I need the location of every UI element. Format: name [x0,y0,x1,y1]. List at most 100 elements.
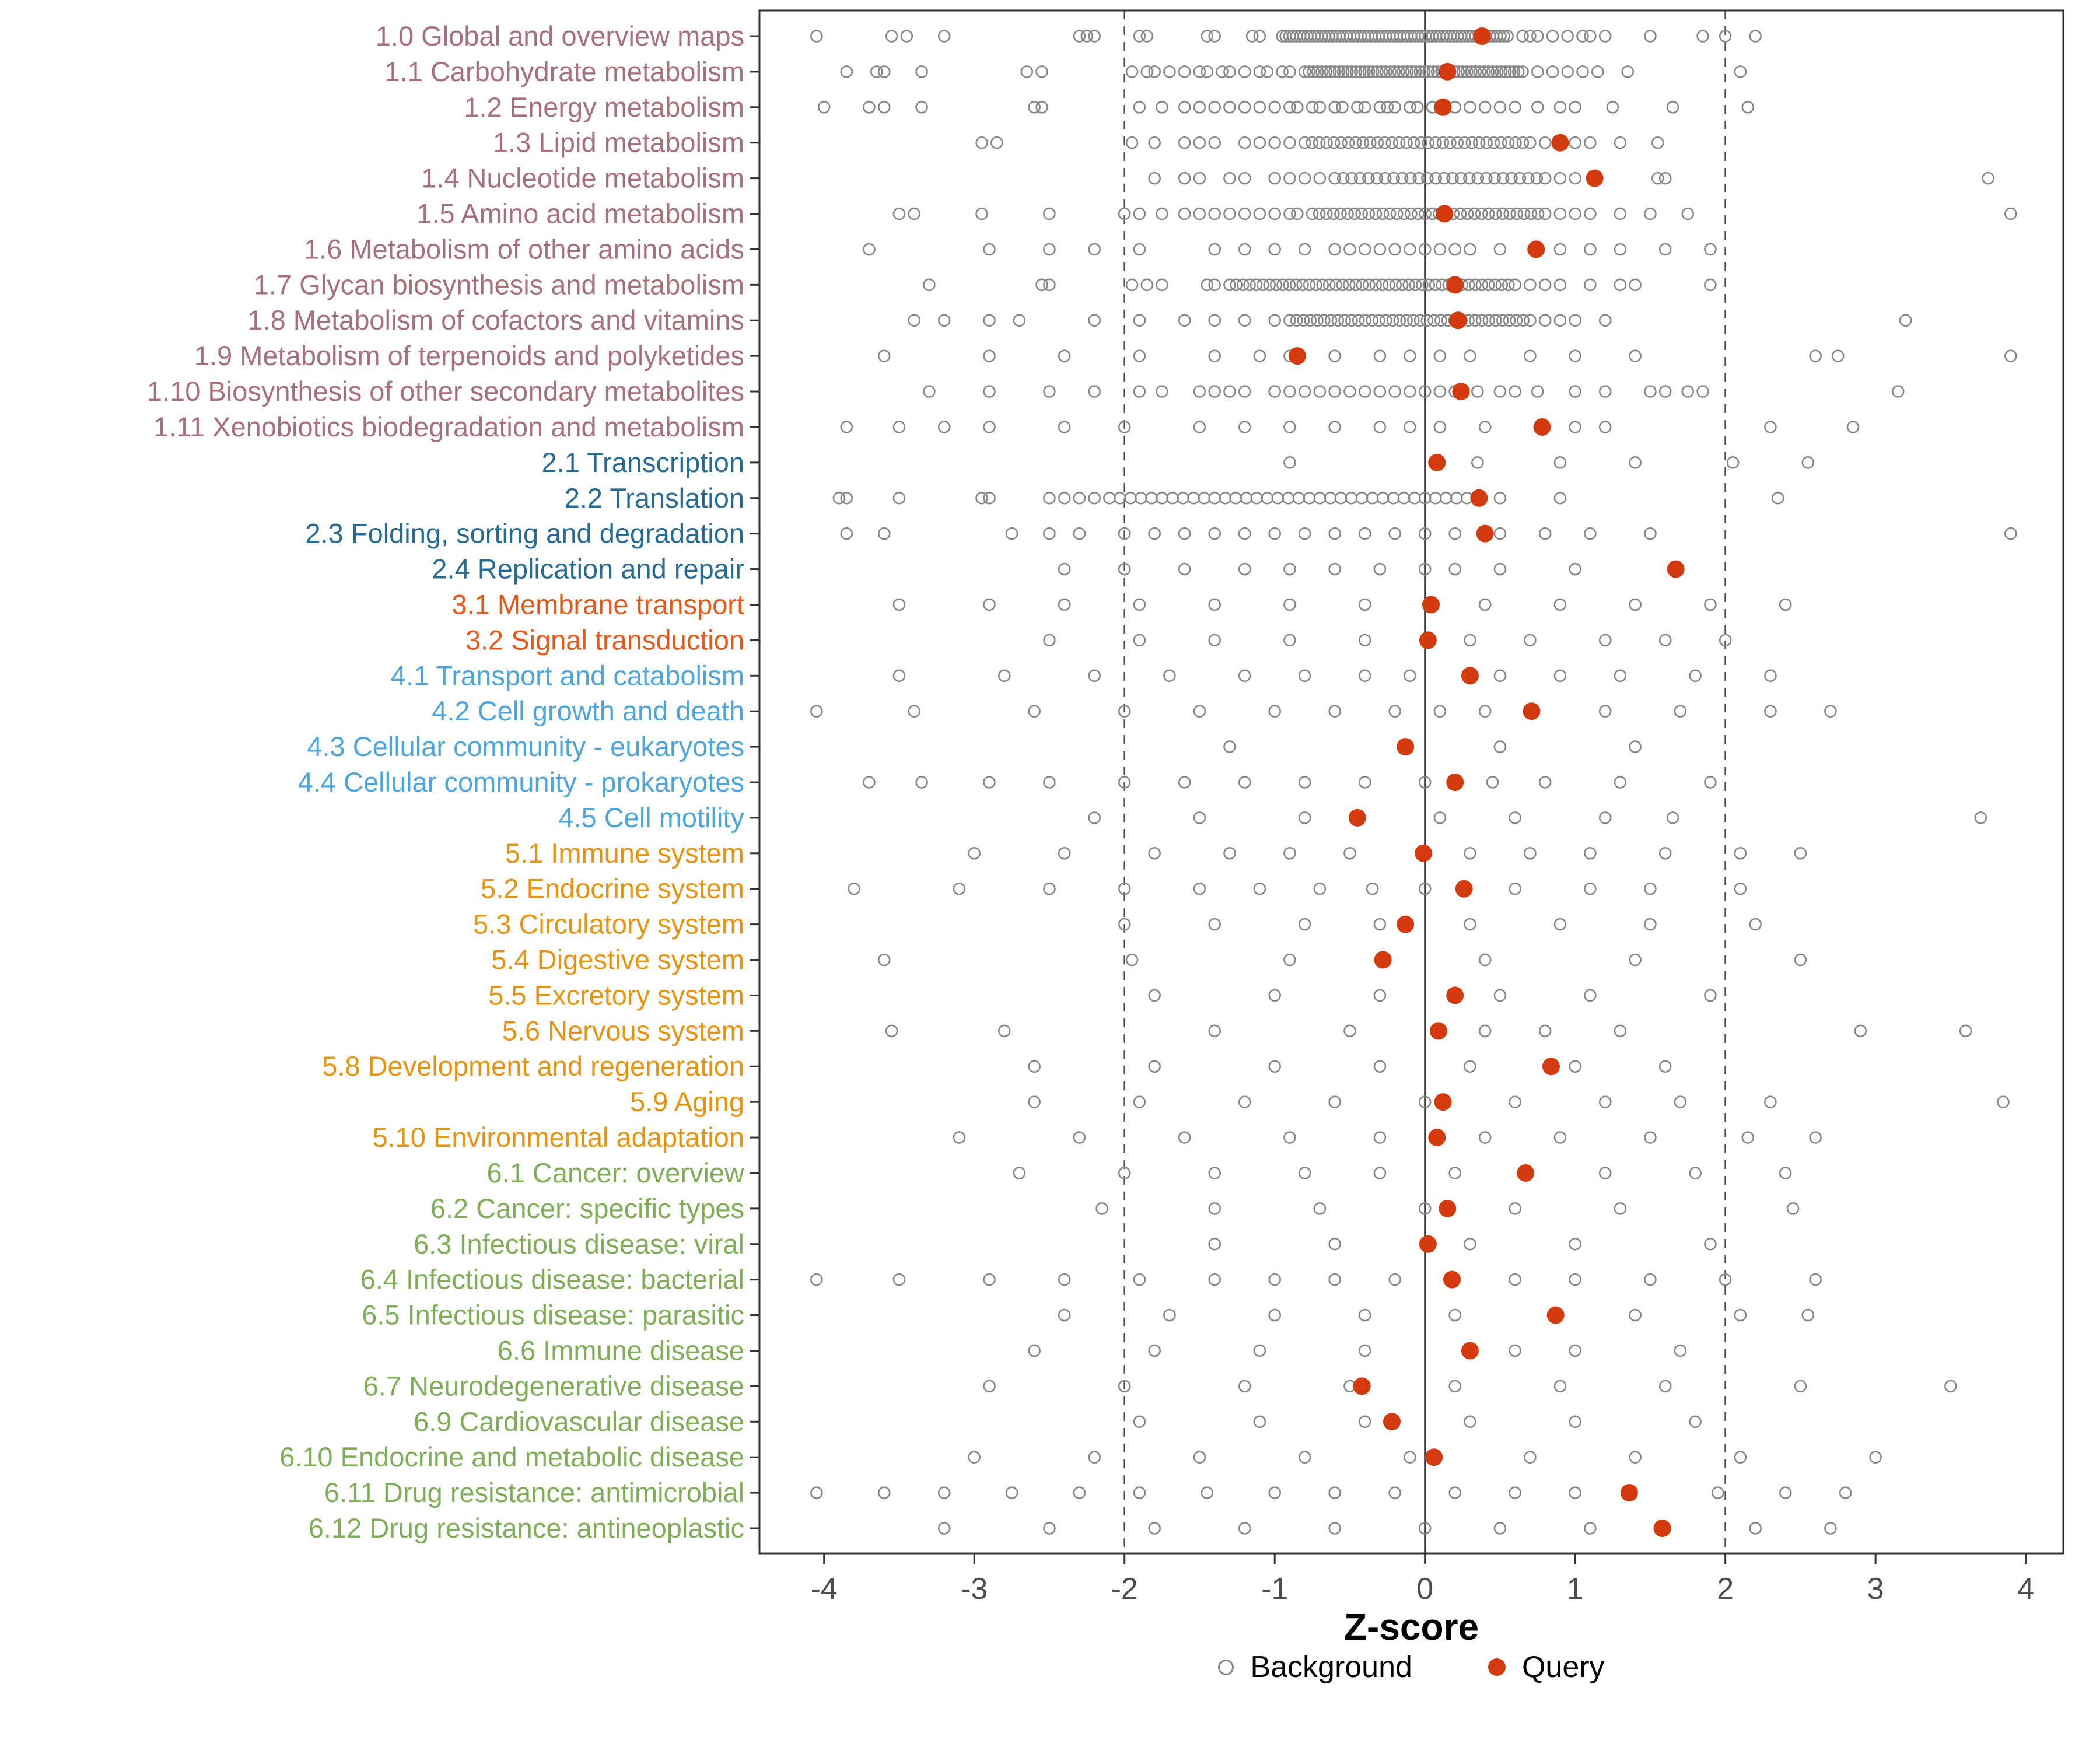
category-label: 1.11 Xenobiotics biodegradation and meta… [153,411,744,442]
background-point [1058,562,1071,576]
background-point [1397,207,1410,220]
query-point [1461,667,1479,685]
background-point [1464,101,1476,114]
background-point [1343,847,1356,860]
background-point [1418,882,1432,895]
background-point [1741,101,1755,114]
background-point [1238,314,1251,327]
background-point [1193,207,1206,220]
background-point [1058,1273,1071,1286]
background-point [1538,278,1552,292]
background-point [1561,30,1574,43]
background-point [1584,136,1597,149]
row: 3.2 Signal transduction [466,624,1732,655]
background-point [1358,1344,1371,1357]
background-point [1313,101,1326,114]
background-point [1508,1202,1521,1215]
background-point [1422,136,1435,149]
background-point [1392,136,1406,149]
background-point [1283,314,1296,327]
background-point [1569,1237,1581,1251]
background-point [1584,243,1597,256]
background-point [1493,1522,1507,1535]
background-point [1410,101,1424,114]
background-point [1311,314,1324,327]
background-point [983,349,996,362]
background-point [1238,172,1251,185]
background-point [1298,918,1311,931]
background-point [1764,1096,1777,1108]
background-point [1824,705,1837,718]
background-point [1349,65,1363,78]
background-point [1320,136,1333,149]
background-point [1268,989,1281,1002]
category-label: 4.1 Transport and catabolism [391,660,744,691]
background-point [1298,1167,1311,1180]
background-point [1448,1486,1461,1499]
row: 4.1 Transport and catabolism [391,660,1777,691]
background-point [1944,1380,1957,1393]
background-point [1412,207,1424,220]
background-point [1373,421,1387,433]
background-point [1494,65,1508,78]
background-point [1312,207,1326,220]
background-point [1268,1308,1281,1322]
category-label: 3.2 Signal transduction [466,624,744,655]
background-point [1524,136,1536,149]
category-label: 6.12 Drug resistance: antineoplastic [309,1513,744,1544]
background-point [1524,314,1536,327]
background-point [1734,1308,1747,1322]
background-point [1208,207,1221,220]
background-point [1510,314,1523,327]
background-point [1448,1167,1461,1180]
background-point [1043,882,1056,895]
row: 1.5 Amino acid metabolism [416,198,2017,229]
background-point [1718,1273,1732,1286]
row: 6.11 Drug resistance: antimicrobial [324,1477,1852,1508]
background-point [1524,1451,1536,1464]
background-point [1614,1202,1627,1215]
background-point [1268,1486,1281,1499]
background-point [1283,278,1296,292]
background-point [1478,1024,1492,1038]
background-point [1831,349,1845,362]
background-point [1553,101,1567,114]
query-point [1428,453,1446,471]
background-point [1306,136,1318,149]
x-tick-label: -4 [811,1572,838,1606]
background-point [1118,1380,1131,1393]
background-point [1711,1486,1724,1499]
background-point [1621,65,1634,78]
background-point [1238,562,1251,576]
background-point [937,314,951,327]
background-point [1418,1202,1432,1215]
background-point [1569,1060,1581,1073]
background-point [1193,1451,1206,1464]
background-point [1629,349,1642,362]
row: 6.12 Drug resistance: antineoplastic [309,1513,1837,1544]
background-point [1569,349,1581,362]
background-point [1362,65,1376,78]
background-point [1779,1486,1792,1499]
legend-item-query: Query [1488,1650,1605,1685]
background-point [1461,207,1474,220]
background-point [915,65,928,78]
background-point [1486,65,1499,78]
background-point [1345,172,1358,185]
background-point [1268,314,1281,327]
background-point [1489,207,1502,220]
background-point [1312,136,1326,149]
row: 1.3 Lipid metabolism [493,127,1664,158]
background-point [1511,65,1525,78]
background-point [1125,278,1139,292]
background-point [1503,65,1516,78]
background-point [1584,278,1597,292]
background-point [1088,243,1101,256]
background-point [1644,30,1657,43]
query-point [1419,1235,1437,1253]
background-point [1531,30,1544,43]
background-point [1268,1273,1281,1286]
row: 1.10 Biosynthesis of other secondary met… [147,376,1905,407]
background-point [1469,278,1482,292]
background-point [1322,278,1336,292]
